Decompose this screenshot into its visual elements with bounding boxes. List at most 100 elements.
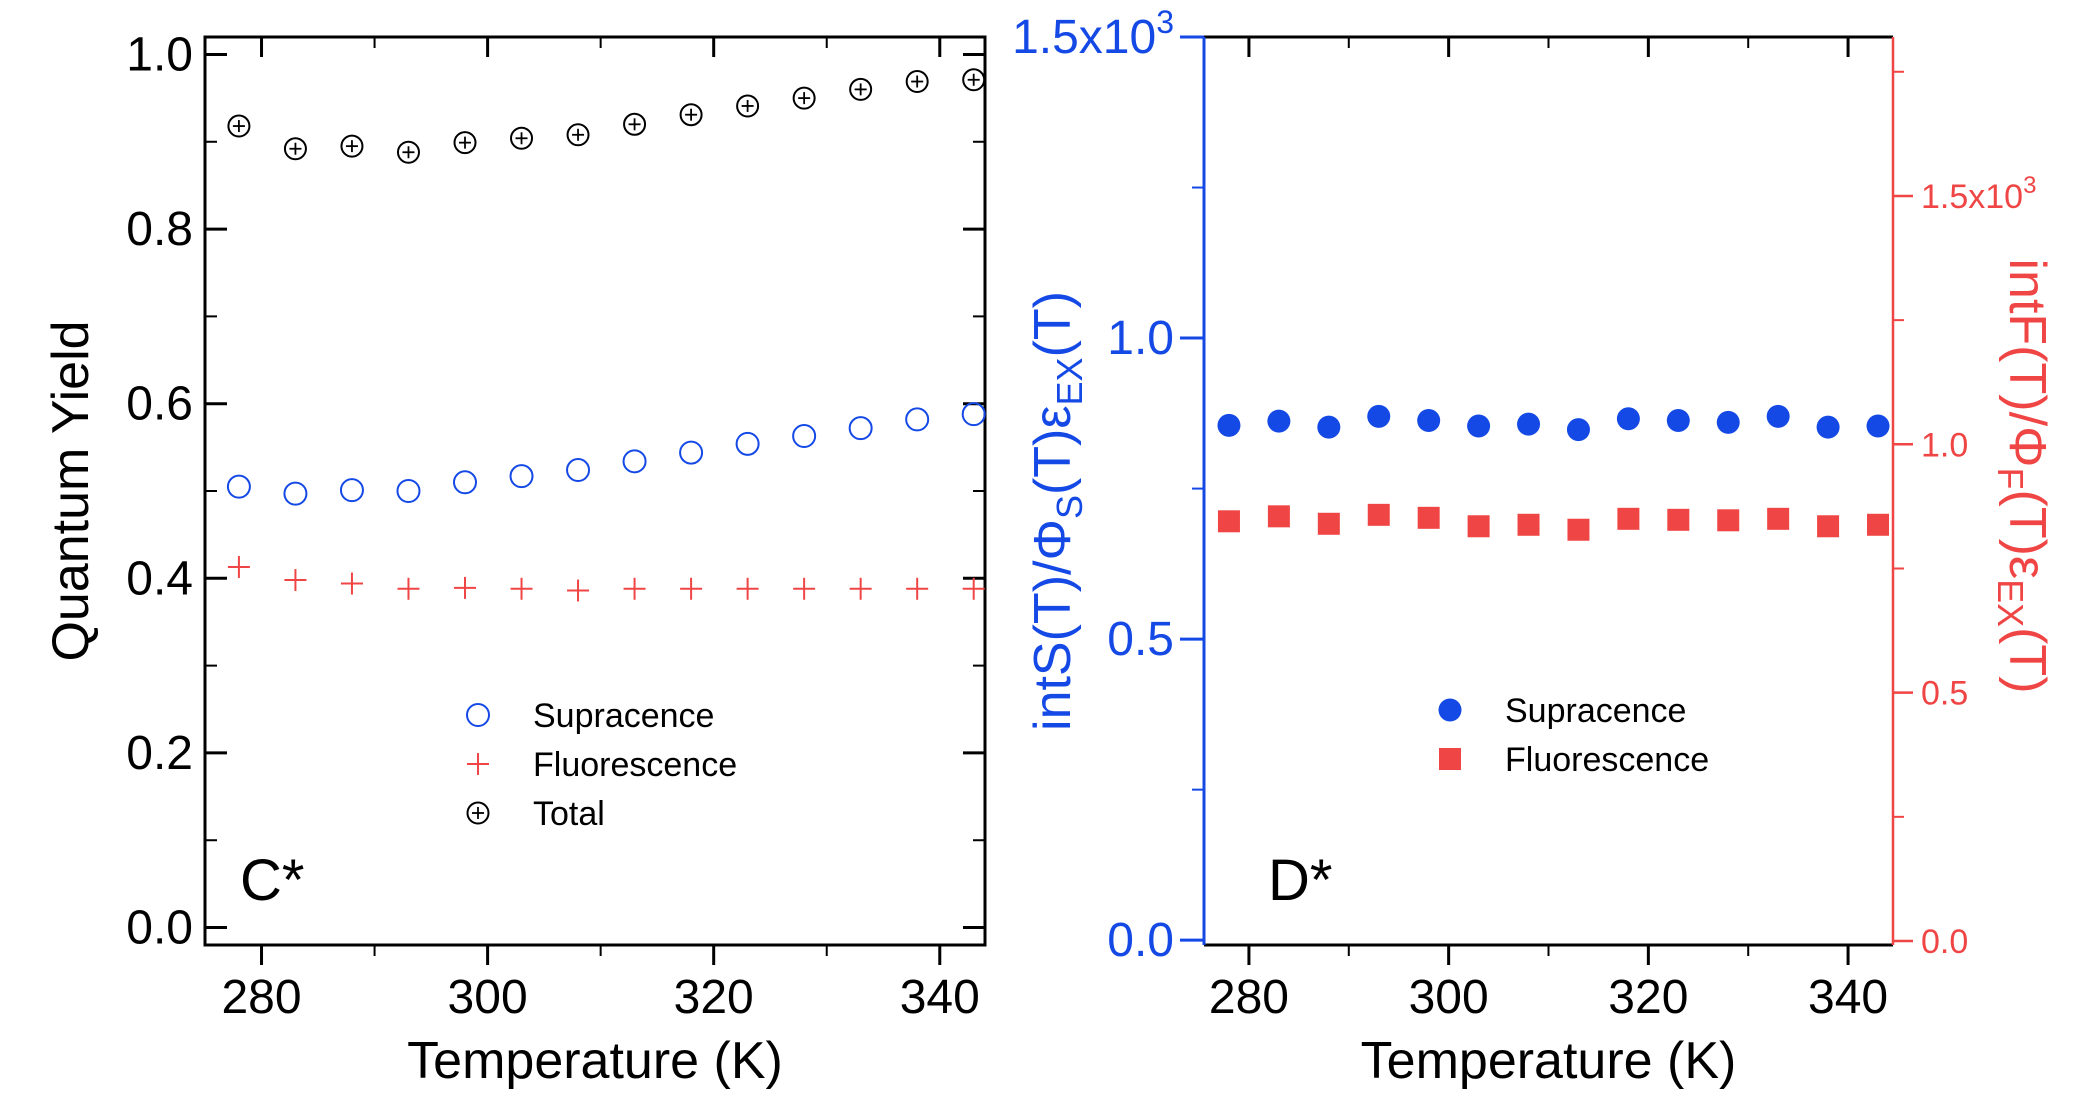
left-y-tick-label: 0.0 [1107,914,1174,967]
data-point [1467,515,1490,538]
data-point [1317,415,1341,439]
legend-marker-ring [466,801,490,825]
data-point [1717,509,1740,532]
series-fluorescence [1217,503,1890,541]
data-point [396,479,421,503]
data-point [1317,512,1340,535]
data-point [339,478,364,503]
y-tick-label: 1.0 [126,28,193,81]
data-point [679,440,704,465]
data-point [849,577,872,600]
left-y-axis-title-base: intS(T)/Φ [1024,519,1082,731]
data-point [283,137,307,161]
y-tick-label: 0.6 [126,378,193,431]
data-point-ring [510,126,534,150]
right-y-tick-text: 1.5x10 [1921,178,2023,216]
legend-label: Total [533,795,605,833]
legend-marker [467,753,489,775]
data-point-ring [905,70,929,94]
data-point [1367,404,1391,428]
panel-label: C* [240,848,304,913]
right-y-tick-text: 1.0 [1921,426,1968,464]
legend-label: Fluorescence [533,746,737,784]
data-point [848,416,873,441]
right-y-axis-title-base: intF(T)/Φ [1998,258,2056,467]
data-point-ring [227,114,251,138]
right-y-axis-title-sub2: EX [1990,579,2031,627]
data-point [1767,507,1790,530]
x-tick-label: 300 [448,971,528,1024]
data-point-ring [736,94,760,118]
data-point [793,577,816,600]
data-point [906,577,929,600]
data-point [397,577,420,600]
data-point-ring [340,134,364,158]
x-tick-label: 320 [1608,971,1688,1024]
right-y-tick-label: 0.0 [1921,923,1968,961]
data-point [680,577,703,600]
data-point [1816,415,1840,439]
data-point [1817,515,1840,538]
left-y-axis-title-end: (T) [1024,291,1082,357]
y-tick-label: 0.8 [126,203,193,256]
data-point [961,402,986,427]
x-axis-title: Temperature (K) [407,1032,783,1090]
left-y-axis-title-group: intS(T)/ΦS(T)εEX(T) [1024,291,1090,731]
data-point [227,555,250,578]
legend-label: Fluorescence [1505,741,1709,779]
x-tick-label: 340 [1808,971,1888,1024]
legend-marker [1438,698,1462,722]
data-point [623,112,647,136]
left-y-axis-title: intS(T)/ΦS(T)εEX(T) [1024,291,1090,731]
left-y-axis-title-mid: (T)ε [1024,405,1082,495]
data-point [792,86,816,110]
data-point [622,449,647,474]
x-axis-title: Temperature (K) [1361,1032,1737,1090]
right-y-tick-label: 1.5x103 [1921,172,2036,216]
left-y-axis-title-sub2: EX [1049,357,1090,405]
right-y-axis-title-group: intF(T)/ΦF(T)εEX(T) [1990,258,2056,693]
x-tick-label: 340 [900,971,980,1024]
data-point [1517,412,1541,436]
right-y-tick-text: 0.0 [1921,923,1968,961]
data-point [1567,518,1590,541]
data-point [1766,404,1790,428]
data-point [905,407,930,432]
data-point-ring [623,112,647,136]
data-point-ring [962,68,986,92]
data-point [566,123,590,147]
data-point-ring [679,103,703,127]
left-y-tick-label: 1.5x103 [1012,4,1174,64]
data-point [1867,513,1890,536]
data-point [962,68,986,92]
data-point [453,470,477,495]
data-point-ring [566,123,590,147]
right-y-axis-title: intF(T)/ΦF(T)εEX(T) [1990,258,2056,693]
x-tick-label: 300 [1409,971,1489,1024]
data-point [284,569,307,592]
left-y-tick-label: 1.0 [1107,312,1174,365]
data-point [679,103,703,127]
y-axis-title: Quantum Yield [42,320,100,661]
data-point [1616,407,1640,431]
data-point [1417,409,1441,433]
legend-marker [466,801,490,825]
data-point [1267,409,1291,433]
left-y-tick-text: 0.5 [1107,613,1174,666]
legend-marker [1439,748,1461,770]
legend-label: Supracence [1505,692,1686,730]
data-point [623,577,646,600]
data-point [736,577,759,600]
right-y-tick-text: 0.5 [1921,675,1968,713]
data-point [1716,410,1740,434]
right-y-axis-title-mid: (T)ε [1998,490,2056,580]
data-point [510,126,534,150]
left-y-tick-exponent: 3 [1156,4,1174,40]
legend-marker [466,703,490,727]
panel-d-chart: 280 300 320 3400.00.51.01.5x1030.00.51.01.5… [1012,4,2056,1090]
legend-label: Supracence [533,697,714,735]
data-point [396,140,420,164]
data-point [510,577,533,600]
y-tick-label: 0.0 [126,902,193,955]
